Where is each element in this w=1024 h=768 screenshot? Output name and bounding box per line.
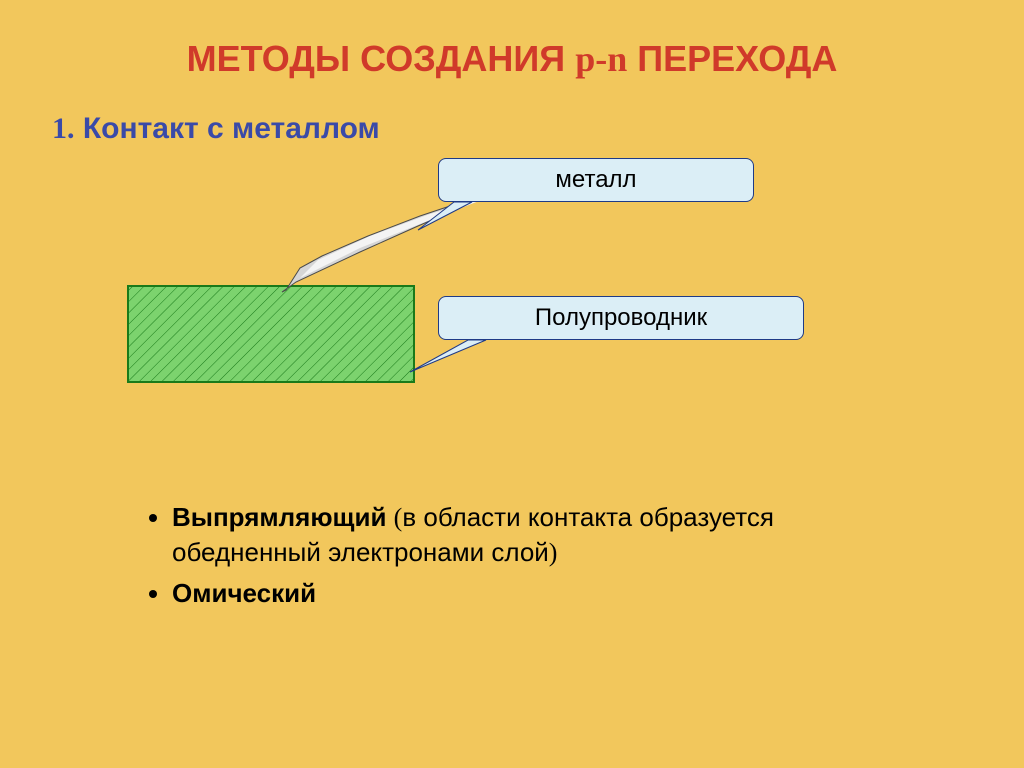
list-item: Выпрямляющий (в области контакта образуе… xyxy=(172,500,872,570)
callout-metal: металл xyxy=(438,158,754,202)
callout-metal-label: металл xyxy=(555,166,636,194)
bullet-0-close: ) xyxy=(549,538,558,567)
diagram-svg xyxy=(0,0,1024,768)
semiconductor-rect-hatch xyxy=(128,286,414,382)
bullet-0-bold: Выпрямляющий xyxy=(172,502,394,532)
callout-semiconductor-label: Полупроводник xyxy=(535,304,707,332)
bullet-list: Выпрямляющий (в области контакта образуе… xyxy=(172,500,872,617)
bullet-1-bold: Омический xyxy=(172,578,316,608)
callout-semiconductor: Полупроводник xyxy=(438,296,804,340)
list-item: Омический xyxy=(172,576,872,611)
callout-semiconductor-tail xyxy=(410,340,486,372)
slide: МЕТОДЫ СОЗДАНИЯ p-n ПЕРЕХОДА 1. Контакт … xyxy=(0,0,1024,768)
